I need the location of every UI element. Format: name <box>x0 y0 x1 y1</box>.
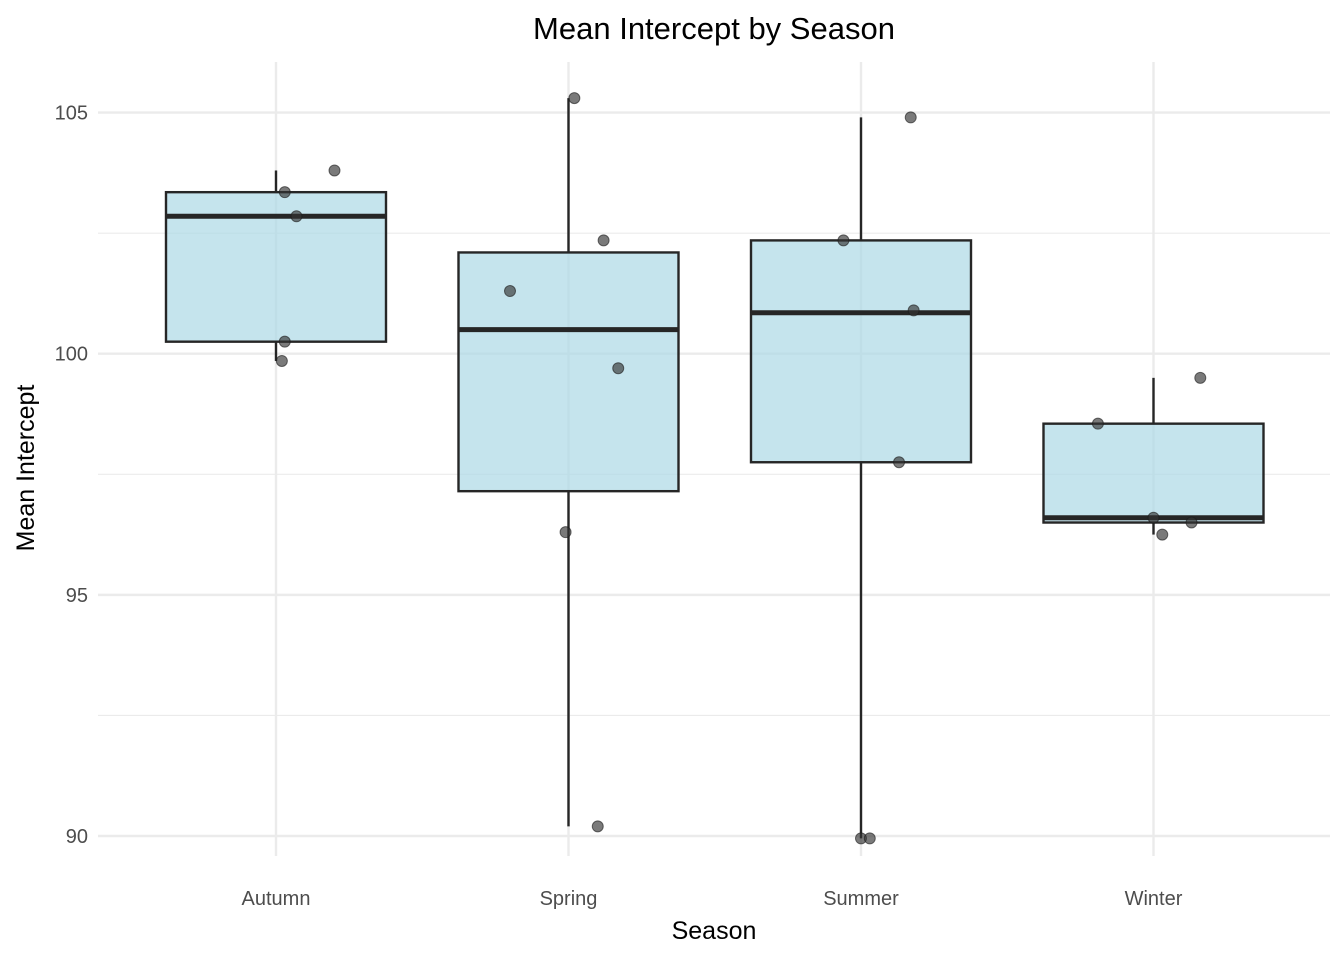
chart-title: Mean Intercept by Season <box>533 11 895 46</box>
y-tick-label: 90 <box>66 826 88 848</box>
data-points <box>275 92 1207 845</box>
data-point <box>612 362 625 375</box>
data-point <box>1147 511 1160 524</box>
boxplot-winter <box>1042 377 1265 535</box>
x-tick-label: Winter <box>1125 888 1183 910</box>
y-tick-label: 105 <box>55 103 88 125</box>
data-point <box>568 92 581 105</box>
x-tick-label: Autumn <box>242 888 311 910</box>
data-point <box>1194 371 1207 384</box>
data-point <box>278 186 291 199</box>
data-point <box>1091 417 1104 430</box>
x-tick-label: Summer <box>823 888 899 910</box>
y-axis: 90 95 100 105 <box>55 103 88 848</box>
boxplot-summer <box>749 117 973 839</box>
data-point <box>597 234 610 247</box>
box-iqr <box>749 239 973 464</box>
data-point <box>290 210 303 223</box>
y-tick-label: 100 <box>55 344 88 366</box>
boxplots <box>164 98 1265 839</box>
data-point <box>591 820 604 833</box>
data-point <box>1185 516 1198 529</box>
x-axis: Autumn Spring Summer Winter <box>242 888 1183 910</box>
data-point <box>893 456 906 469</box>
box-iqr <box>457 251 680 493</box>
x-tick-label: Spring <box>540 888 598 910</box>
data-point <box>837 234 850 247</box>
data-point <box>328 164 341 177</box>
box-iqr <box>1042 422 1265 524</box>
data-point <box>863 832 876 845</box>
data-point <box>1156 528 1169 541</box>
boxplot-autumn <box>164 170 388 361</box>
data-point <box>504 285 516 298</box>
data-point <box>278 335 291 348</box>
data-point <box>904 111 917 124</box>
data-point <box>559 526 572 539</box>
data-point <box>907 304 920 317</box>
x-axis-title: Season <box>672 917 757 945</box>
data-point <box>275 354 288 367</box>
y-axis-title: Mean Intercept <box>12 385 40 552</box>
boxplot-spring <box>457 98 680 827</box>
y-tick-label: 95 <box>66 585 88 607</box>
